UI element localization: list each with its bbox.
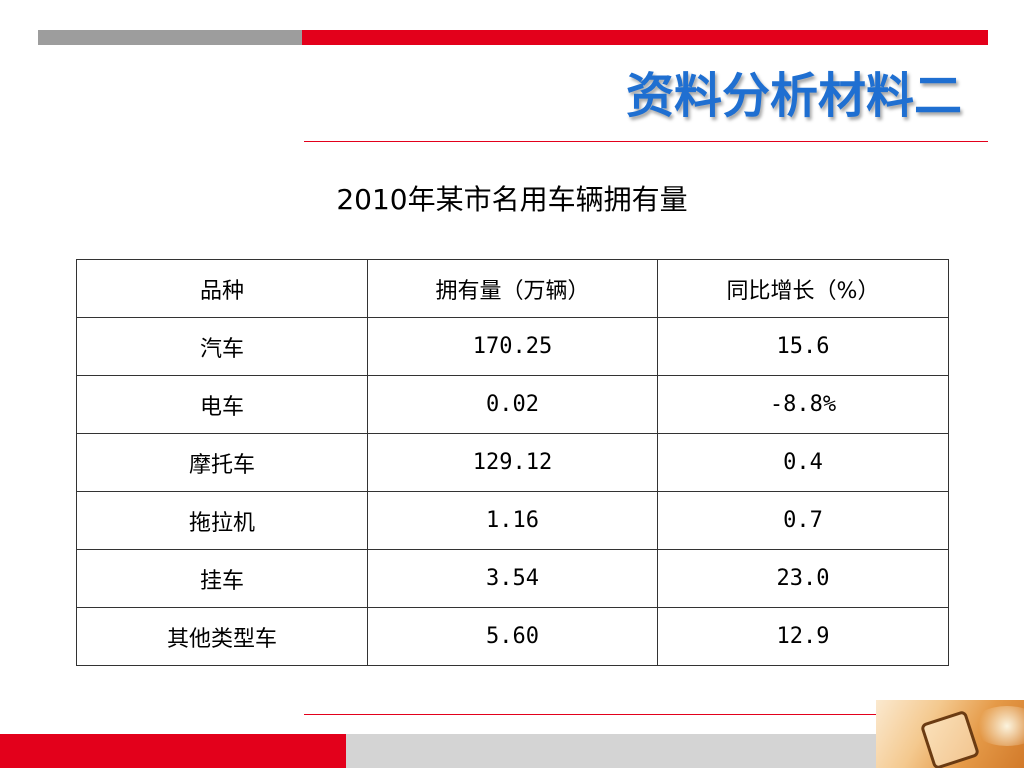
table-row: 电车 0.02 -8.8% [76,375,949,434]
decorative-seal-image [876,700,1024,768]
cell-category: 摩托车 [76,433,368,492]
light-glow [972,706,1024,746]
table-row: 拖拉机 1.16 0.7 [76,491,949,550]
top-gray-bar [38,30,302,45]
cell-growth: 0.4 [657,433,949,492]
table-row: 其他类型车 5.60 12.9 [76,607,949,666]
cell-growth: 0.7 [657,491,949,550]
header-category: 品种 [76,259,368,318]
table-header-row: 品种 拥有量（万辆） 同比增长（%） [76,259,949,318]
cell-quantity: 0.02 [367,375,658,434]
footer-divider [304,714,988,715]
cell-quantity: 170.25 [367,317,658,376]
cell-quantity: 129.12 [367,433,658,492]
table-row: 汽车 170.25 15.6 [76,317,949,376]
cell-quantity: 5.60 [367,607,658,666]
header-quantity: 拥有量（万辆） [367,259,658,318]
cell-growth: -8.8% [657,375,949,434]
bottom-gray-bar [346,734,876,768]
header-growth: 同比增长（%） [657,259,949,318]
cell-quantity: 3.54 [367,549,658,608]
cell-quantity: 1.16 [367,491,658,550]
slide-title: 资料分析材料二 [625,68,962,124]
cell-category: 拖拉机 [76,491,368,550]
title-divider [304,141,988,142]
top-red-bar [302,30,988,45]
cell-category: 汽车 [76,317,368,376]
seal-stamp-icon [919,709,981,768]
cell-growth: 23.0 [657,549,949,608]
cell-growth: 15.6 [657,317,949,376]
cell-category: 电车 [76,375,368,434]
cell-category: 其他类型车 [76,607,368,666]
table-caption: 2010年某市名用车辆拥有量 [336,183,688,216]
cell-category: 挂车 [76,549,368,608]
data-table: 品种 拥有量（万辆） 同比增长（%） 汽车 170.25 15.6 电车 0.0… [76,259,949,666]
table-row: 摩托车 129.12 0.4 [76,433,949,492]
table-row: 挂车 3.54 23.0 [76,549,949,608]
bottom-red-bar [0,734,346,768]
cell-growth: 12.9 [657,607,949,666]
